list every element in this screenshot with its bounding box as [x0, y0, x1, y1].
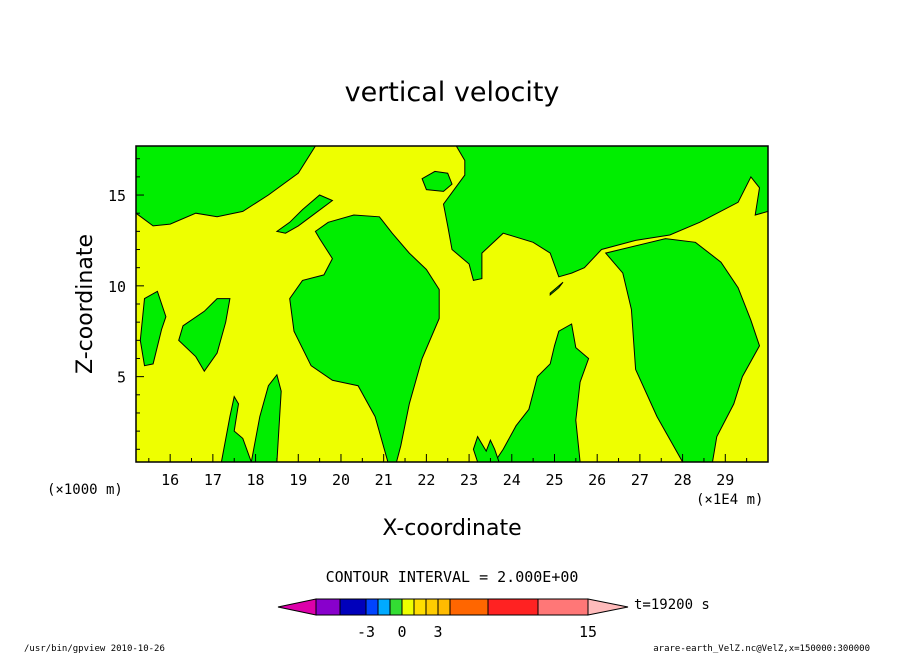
colorbar-tick-label: 3 — [433, 623, 442, 641]
y-tick-label: 5 — [117, 369, 126, 387]
y-tick-label: 10 — [108, 278, 126, 296]
colorbar-triangle-right — [587, 598, 629, 616]
contour-region-right-big — [442, 145, 769, 281]
colorbar-tick-label: 15 — [579, 623, 597, 641]
y-axis-label: Z-coordinate — [73, 234, 98, 374]
colorbar-cell — [449, 598, 489, 616]
x-tick-label: 26 — [588, 471, 606, 489]
colorbar-cell — [487, 598, 539, 616]
x-tick-label: 19 — [289, 471, 307, 489]
colorbar-cell — [339, 598, 367, 616]
contour-region-left-blob — [139, 290, 167, 367]
contour-region-mid-left-top — [275, 194, 334, 234]
x-axis: 16 17 18 19 20 21 22 23 24 25 26 27 28 29 — [148, 454, 748, 489]
colorbar-cell — [413, 598, 427, 616]
footer-right: arare-earth_VelZ.nc@VelZ,x=150000:300000 — [653, 644, 870, 654]
contour-region-bottom-right-mid — [493, 323, 590, 463]
x-tick-label: 25 — [545, 471, 563, 489]
contour-region-tiny-dot — [549, 281, 564, 296]
colorbar-cell — [377, 598, 391, 616]
footer-left: /usr/bin/gpview 2010-10-26 — [24, 644, 165, 654]
colorbar-cell — [537, 598, 589, 616]
y-axis: 5 10 15 — [108, 158, 144, 450]
contour-regions — [135, 145, 769, 463]
contour-region-left-blob2 — [178, 298, 231, 373]
colorbar-triangle-left — [277, 598, 317, 616]
contour-interval-label: CONTOUR INTERVAL = 2.000E+00 — [326, 568, 579, 586]
y-tick-label: 15 — [108, 187, 126, 205]
x-tick-label: 20 — [332, 471, 350, 489]
x-unit-right: (×1E4 m) — [696, 492, 763, 508]
x-tick-label: 22 — [417, 471, 435, 489]
x-unit-left: (×1000 m) — [47, 482, 123, 498]
contour-region-top-left — [135, 145, 317, 227]
x-tick-label: 16 — [161, 471, 179, 489]
contour-region-right-lower — [604, 238, 761, 463]
contour-region-bottom-spike1 — [220, 395, 253, 463]
x-axis-label: X-coordinate — [382, 516, 521, 541]
chart-title: vertical velocity — [345, 77, 560, 108]
x-tick-label: 23 — [460, 471, 478, 489]
x-tick-label: 21 — [375, 471, 393, 489]
contour-region-bottom-spikes-23 — [472, 435, 500, 463]
colorbar-tick-label: -3 — [357, 623, 375, 641]
x-tick-label: 18 — [247, 471, 265, 489]
x-tick-label: 24 — [503, 471, 521, 489]
colorbar-tick-label: 0 — [397, 623, 406, 641]
x-tick-label: 29 — [716, 471, 734, 489]
x-tick-label: 27 — [631, 471, 649, 489]
time-label: t=19200 s — [634, 597, 710, 613]
x-tick-label: 28 — [674, 471, 692, 489]
colorbar-cell — [315, 598, 341, 616]
colorbar: -3 0 3 15 — [277, 598, 629, 641]
colorbar-cell — [365, 598, 379, 616]
colorbar-cell — [437, 598, 451, 616]
colorbar-cell — [425, 598, 439, 616]
plot-area — [135, 145, 769, 463]
colorbar-cell — [389, 598, 403, 616]
colorbar-cell — [401, 598, 415, 616]
x-tick-label: 17 — [204, 471, 222, 489]
contour-region-small-top — [421, 170, 453, 192]
